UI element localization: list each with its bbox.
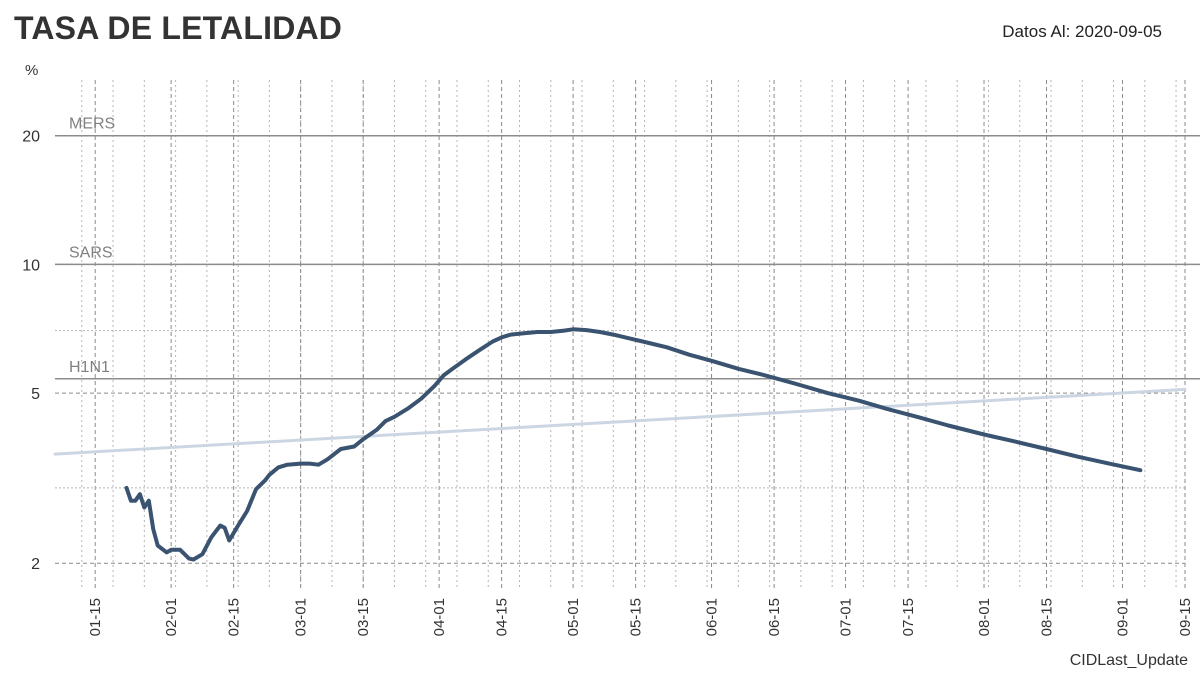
y-axis-unit: % xyxy=(25,62,39,79)
x-tick-labels: 01-15 02-01 02-15 03-01 03-15 04-01 04-15 05-01… xyxy=(87,598,1194,636)
y-tick-label: 5 xyxy=(31,386,40,403)
reference-lines: MERS SARS H1N1 xyxy=(55,116,1200,380)
x-axis-title: CIDLast_Update xyxy=(1069,652,1188,669)
reference-label-sars: SARS xyxy=(69,244,113,261)
x-tick-label: 04-01 xyxy=(431,598,448,636)
x-tick-label: 08-15 xyxy=(1039,598,1056,636)
y-tick-label: 2 xyxy=(31,556,40,573)
x-tick-label: 09-01 xyxy=(1114,598,1131,636)
series-layer xyxy=(53,327,1187,562)
data-date-label: Datos Al: 2020-09-05 xyxy=(1002,22,1162,41)
reference-label-mers: MERS xyxy=(69,116,115,133)
y-tick-labels: 2 5 10 20 xyxy=(22,129,40,573)
series-line-tendencia xyxy=(53,387,1187,456)
x-tick-label: 03-01 xyxy=(293,598,310,636)
x-tick-label: 07-01 xyxy=(838,598,855,636)
reference-label-h1n1: H1N1 xyxy=(69,359,110,376)
chart-title: TASA DE LETALIDAD xyxy=(14,10,343,46)
y-tick-label: 10 xyxy=(22,257,40,274)
x-tick-label: 09-15 xyxy=(1177,598,1194,636)
x-tick-label: 04-15 xyxy=(494,598,511,636)
x-tick-label: 07-15 xyxy=(900,598,917,636)
x-tick-label: 03-15 xyxy=(355,598,372,636)
series-line-letalidad xyxy=(124,327,1143,562)
x-tick-label: 08-01 xyxy=(976,598,993,636)
y-tick-label: 20 xyxy=(22,129,40,146)
x-tick-label: 06-01 xyxy=(704,598,721,636)
x-tick-label: 02-15 xyxy=(226,598,243,636)
x-tick-label: 01-15 xyxy=(87,598,104,636)
x-tick-label: 05-15 xyxy=(628,598,645,636)
x-tick-label: 02-01 xyxy=(163,598,180,636)
x-tick-label: 05-01 xyxy=(565,598,582,636)
grid-layer xyxy=(55,80,1186,588)
x-tick-label: 06-15 xyxy=(766,598,783,636)
